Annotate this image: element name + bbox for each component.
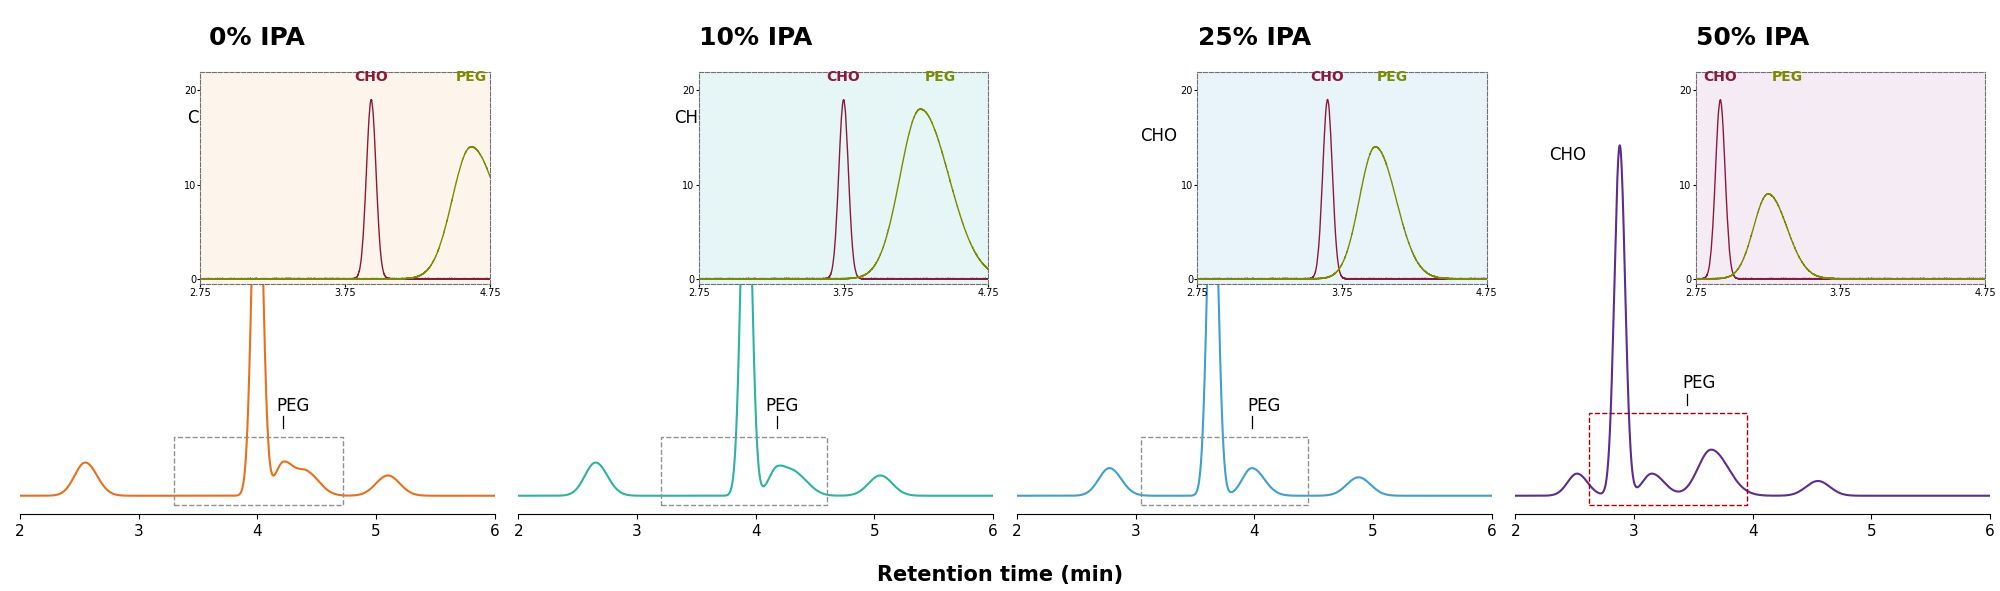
Bar <box>174 437 342 505</box>
Text: Retention time (min): Retention time (min) <box>876 565 1124 585</box>
Title: 25% IPA: 25% IPA <box>1198 26 1310 50</box>
Bar <box>1588 413 1746 505</box>
Text: PEG: PEG <box>1248 397 1280 415</box>
Title: 50% IPA: 50% IPA <box>1696 26 1810 50</box>
Bar <box>1142 437 1308 505</box>
Text: PEG: PEG <box>276 397 310 415</box>
Text: CHO: CHO <box>1550 145 1586 164</box>
Text: CHO: CHO <box>1140 127 1178 145</box>
Title: 10% IPA: 10% IPA <box>700 26 812 50</box>
Bar <box>660 437 826 505</box>
Text: PEG: PEG <box>1682 375 1716 392</box>
Text: CHO: CHO <box>674 109 710 126</box>
Text: CHO: CHO <box>188 109 224 126</box>
Text: PEG: PEG <box>766 397 798 415</box>
Title: 0% IPA: 0% IPA <box>210 26 306 50</box>
